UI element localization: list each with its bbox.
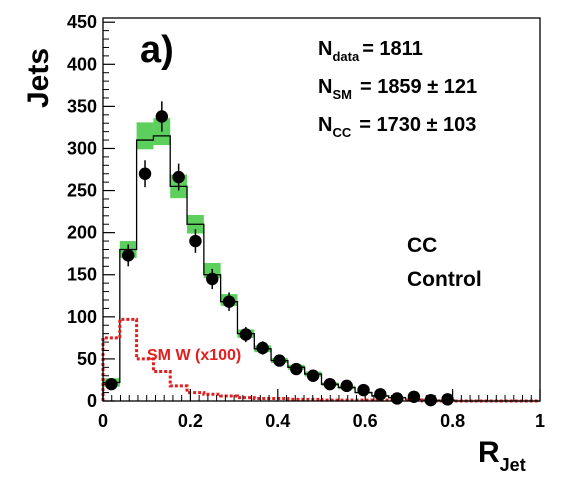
- data-point: [138, 167, 152, 180]
- y-tick-label: 300: [67, 138, 97, 158]
- x-tick-label: 0: [98, 411, 108, 431]
- y-tick-label: 100: [67, 307, 97, 327]
- sm-w-label: SM W (x100): [147, 347, 241, 364]
- data-point: [122, 249, 135, 262]
- axes: 0 50 100 150 200 250 300 350 400 450 0 0.2 0.4 0.6 0.8…: [67, 12, 545, 431]
- data-point: [222, 295, 236, 308]
- annotation-n-cc: NCC = 1730 ± 103: [318, 114, 476, 140]
- annotation-n-cc-main: N: [318, 114, 332, 136]
- data-point: [441, 393, 454, 406]
- data-point: [306, 369, 320, 382]
- data-point: [189, 234, 202, 248]
- cc-control-label-line2: Control: [407, 268, 482, 291]
- annotation-n-data-main: N: [318, 38, 332, 60]
- annotation-n-sm-main: N: [318, 76, 332, 98]
- annotation-n-sm: NSM = 1859 ± 121: [318, 76, 477, 102]
- y-tick-label: 350: [67, 96, 97, 116]
- y-tick-label: 400: [67, 54, 97, 74]
- y-tick-label: 250: [67, 181, 97, 201]
- x-tick-label: 0.2: [178, 411, 203, 431]
- x-tick-label: 1: [535, 411, 545, 431]
- data-point: [172, 170, 185, 184]
- y-tick-label: 150: [67, 265, 97, 285]
- data-point: [407, 390, 421, 403]
- sm-band-bin: [136, 122, 154, 150]
- data-point: [290, 362, 303, 376]
- x-tick-label: 0.4: [265, 411, 290, 431]
- y-axis-title: Jets: [22, 48, 55, 108]
- x-tick-label: 0.8: [440, 411, 465, 431]
- annotation-n-cc-text: = 1730 ± 103: [359, 114, 476, 136]
- annotation-n-data-sub: data: [332, 49, 360, 64]
- data-point: [155, 110, 169, 123]
- data-point: [340, 379, 353, 393]
- x-axis-title: RJet: [478, 436, 526, 475]
- y-tick-label: 50: [77, 349, 97, 369]
- data-point: [105, 377, 118, 391]
- annotation-n-data-text: = 1811: [362, 38, 423, 60]
- x-tick-label: 0.6: [353, 411, 378, 431]
- panel-label: a): [140, 29, 174, 71]
- cc-control-label-line1: CC: [407, 234, 437, 257]
- annotation-n-sm-text: = 1859 ± 121: [360, 76, 477, 98]
- data-point: [374, 388, 387, 401]
- data-point: [206, 272, 219, 286]
- x-axis-title-main: R: [478, 436, 500, 469]
- data-point: [323, 377, 337, 391]
- y-tick-label: 450: [67, 12, 97, 32]
- data-point: [239, 328, 253, 341]
- data-point: [256, 341, 269, 355]
- data-point: [424, 393, 437, 407]
- annotation-n-cc-sub: CC: [332, 125, 351, 140]
- data-point: [273, 354, 286, 367]
- labels: a) Ndata = 1811 NSM = 1859 ± 121 NCC = 1730…: [22, 29, 526, 475]
- data-point: [390, 392, 404, 405]
- data-point: [357, 383, 370, 397]
- annotation-n-sm-sub: SM: [332, 87, 352, 102]
- y-tick-label: 0: [87, 391, 97, 411]
- x-axis-title-sub: Jet: [500, 455, 526, 475]
- annotation-n-data: Ndata = 1811: [318, 38, 423, 64]
- y-tick-label: 200: [67, 223, 97, 243]
